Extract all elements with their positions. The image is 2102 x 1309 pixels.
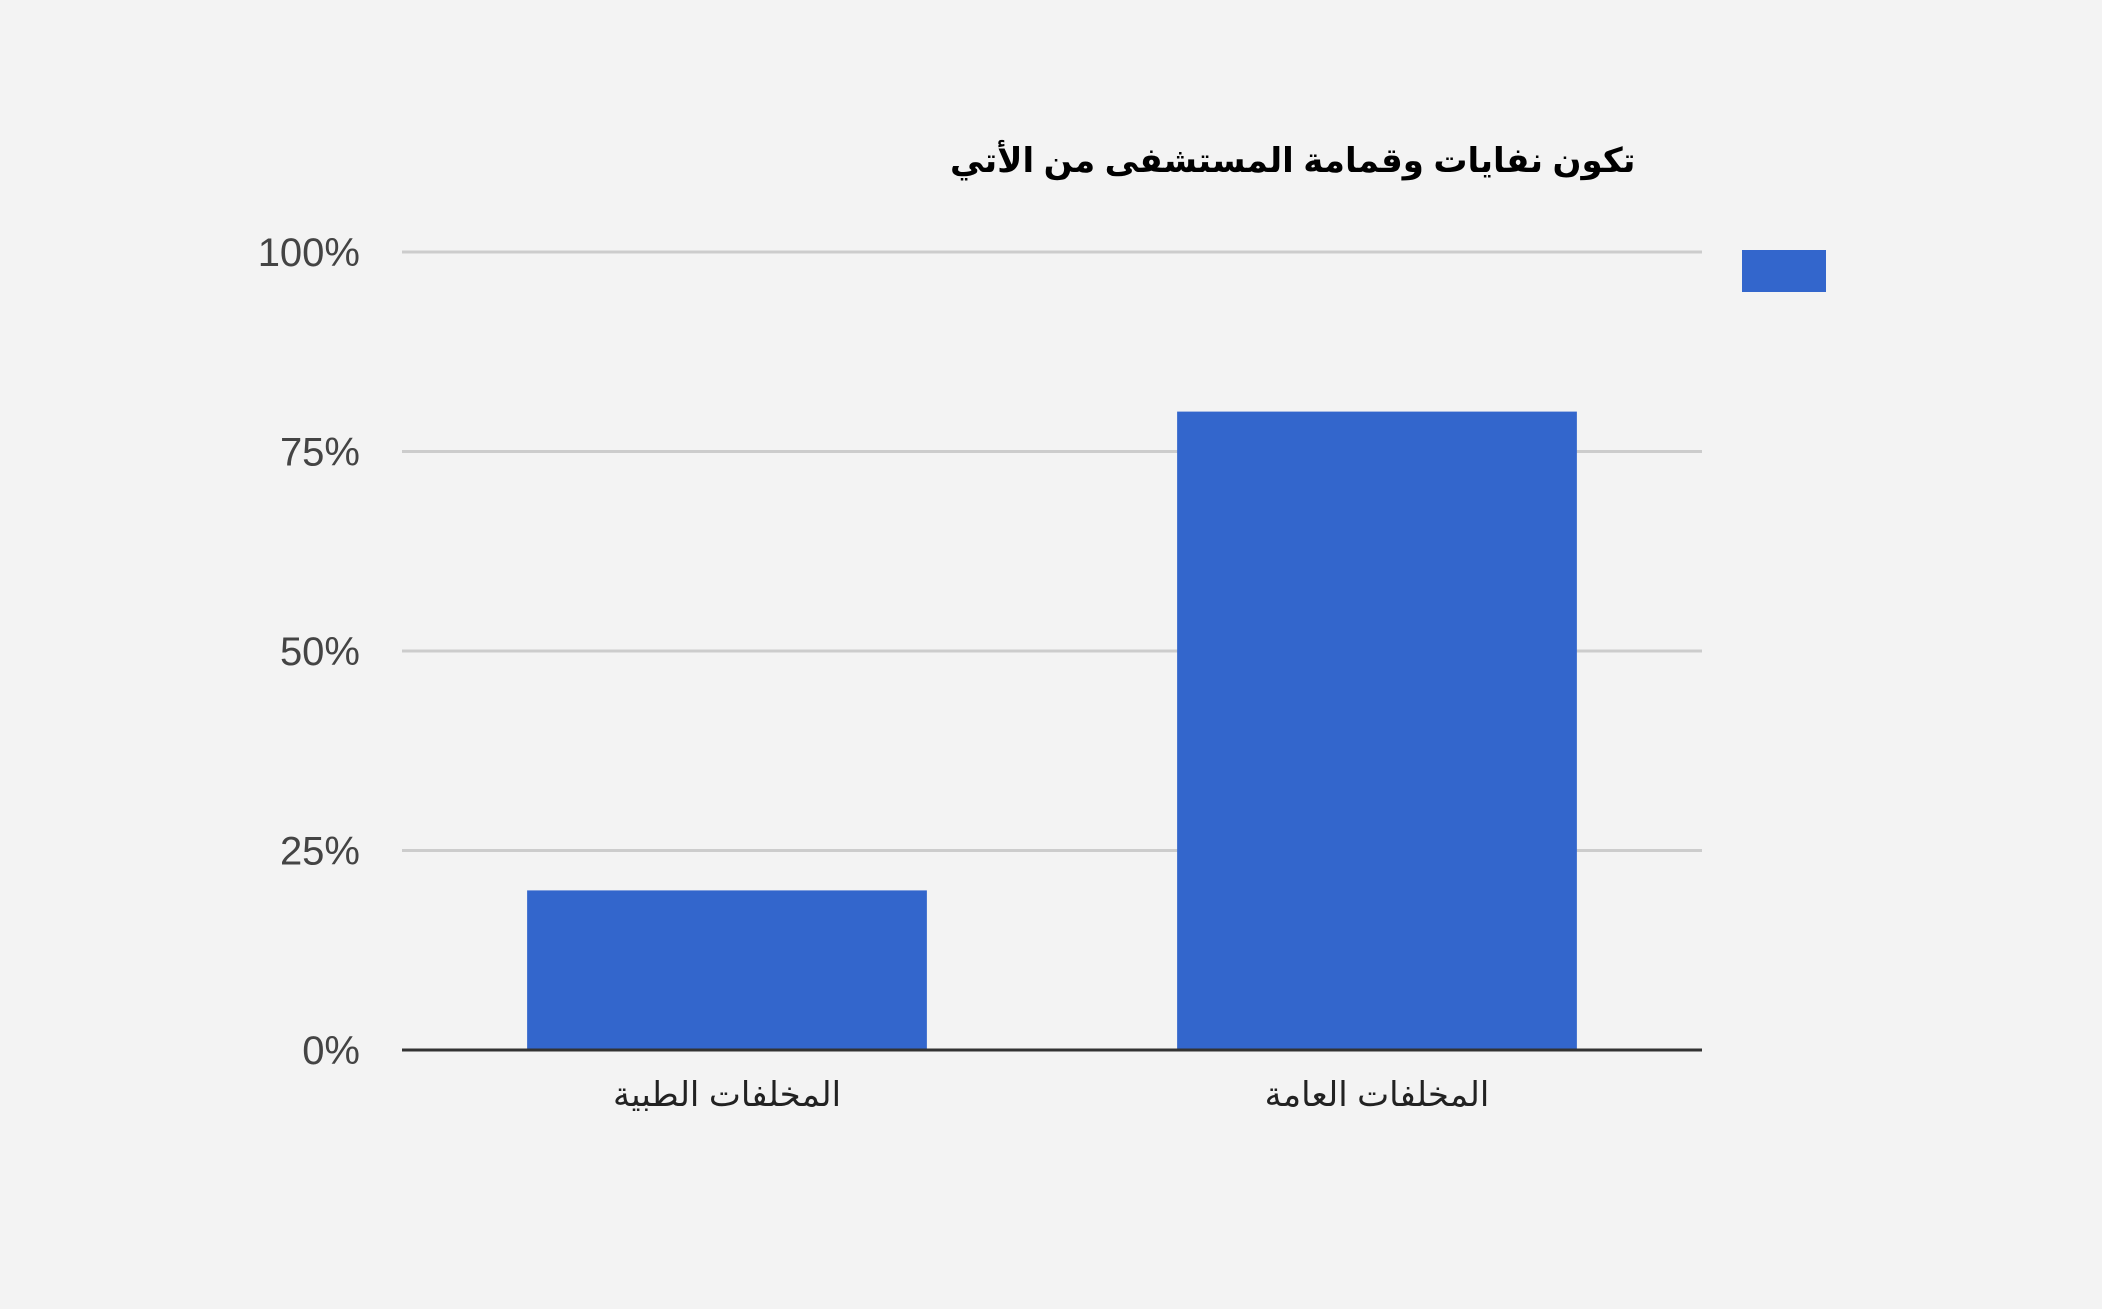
bars bbox=[527, 411, 1577, 1051]
x-axis-ticks: المخلفات الطبية المخلفات العامة bbox=[613, 1076, 1489, 1114]
bar bbox=[527, 890, 927, 1050]
y-tick-label: 75% bbox=[280, 431, 360, 475]
bar bbox=[1177, 411, 1577, 1051]
y-tick-label: 100% bbox=[258, 231, 360, 275]
x-tick-label: المخلفات الطبية bbox=[613, 1076, 841, 1114]
y-axis-ticks: 0% 25% 50% 75% 100% bbox=[258, 231, 360, 1073]
legend-swatch bbox=[1742, 250, 1826, 292]
x-tick-label: المخلفات العامة bbox=[1265, 1076, 1490, 1114]
chart-title: تكون نفايات وقمامة المستشفى من الأتي bbox=[950, 139, 1635, 181]
y-tick-label: 50% bbox=[280, 630, 360, 674]
legend bbox=[1742, 250, 1826, 292]
y-tick-label: 25% bbox=[280, 830, 360, 874]
y-tick-label: 0% bbox=[302, 1029, 360, 1073]
